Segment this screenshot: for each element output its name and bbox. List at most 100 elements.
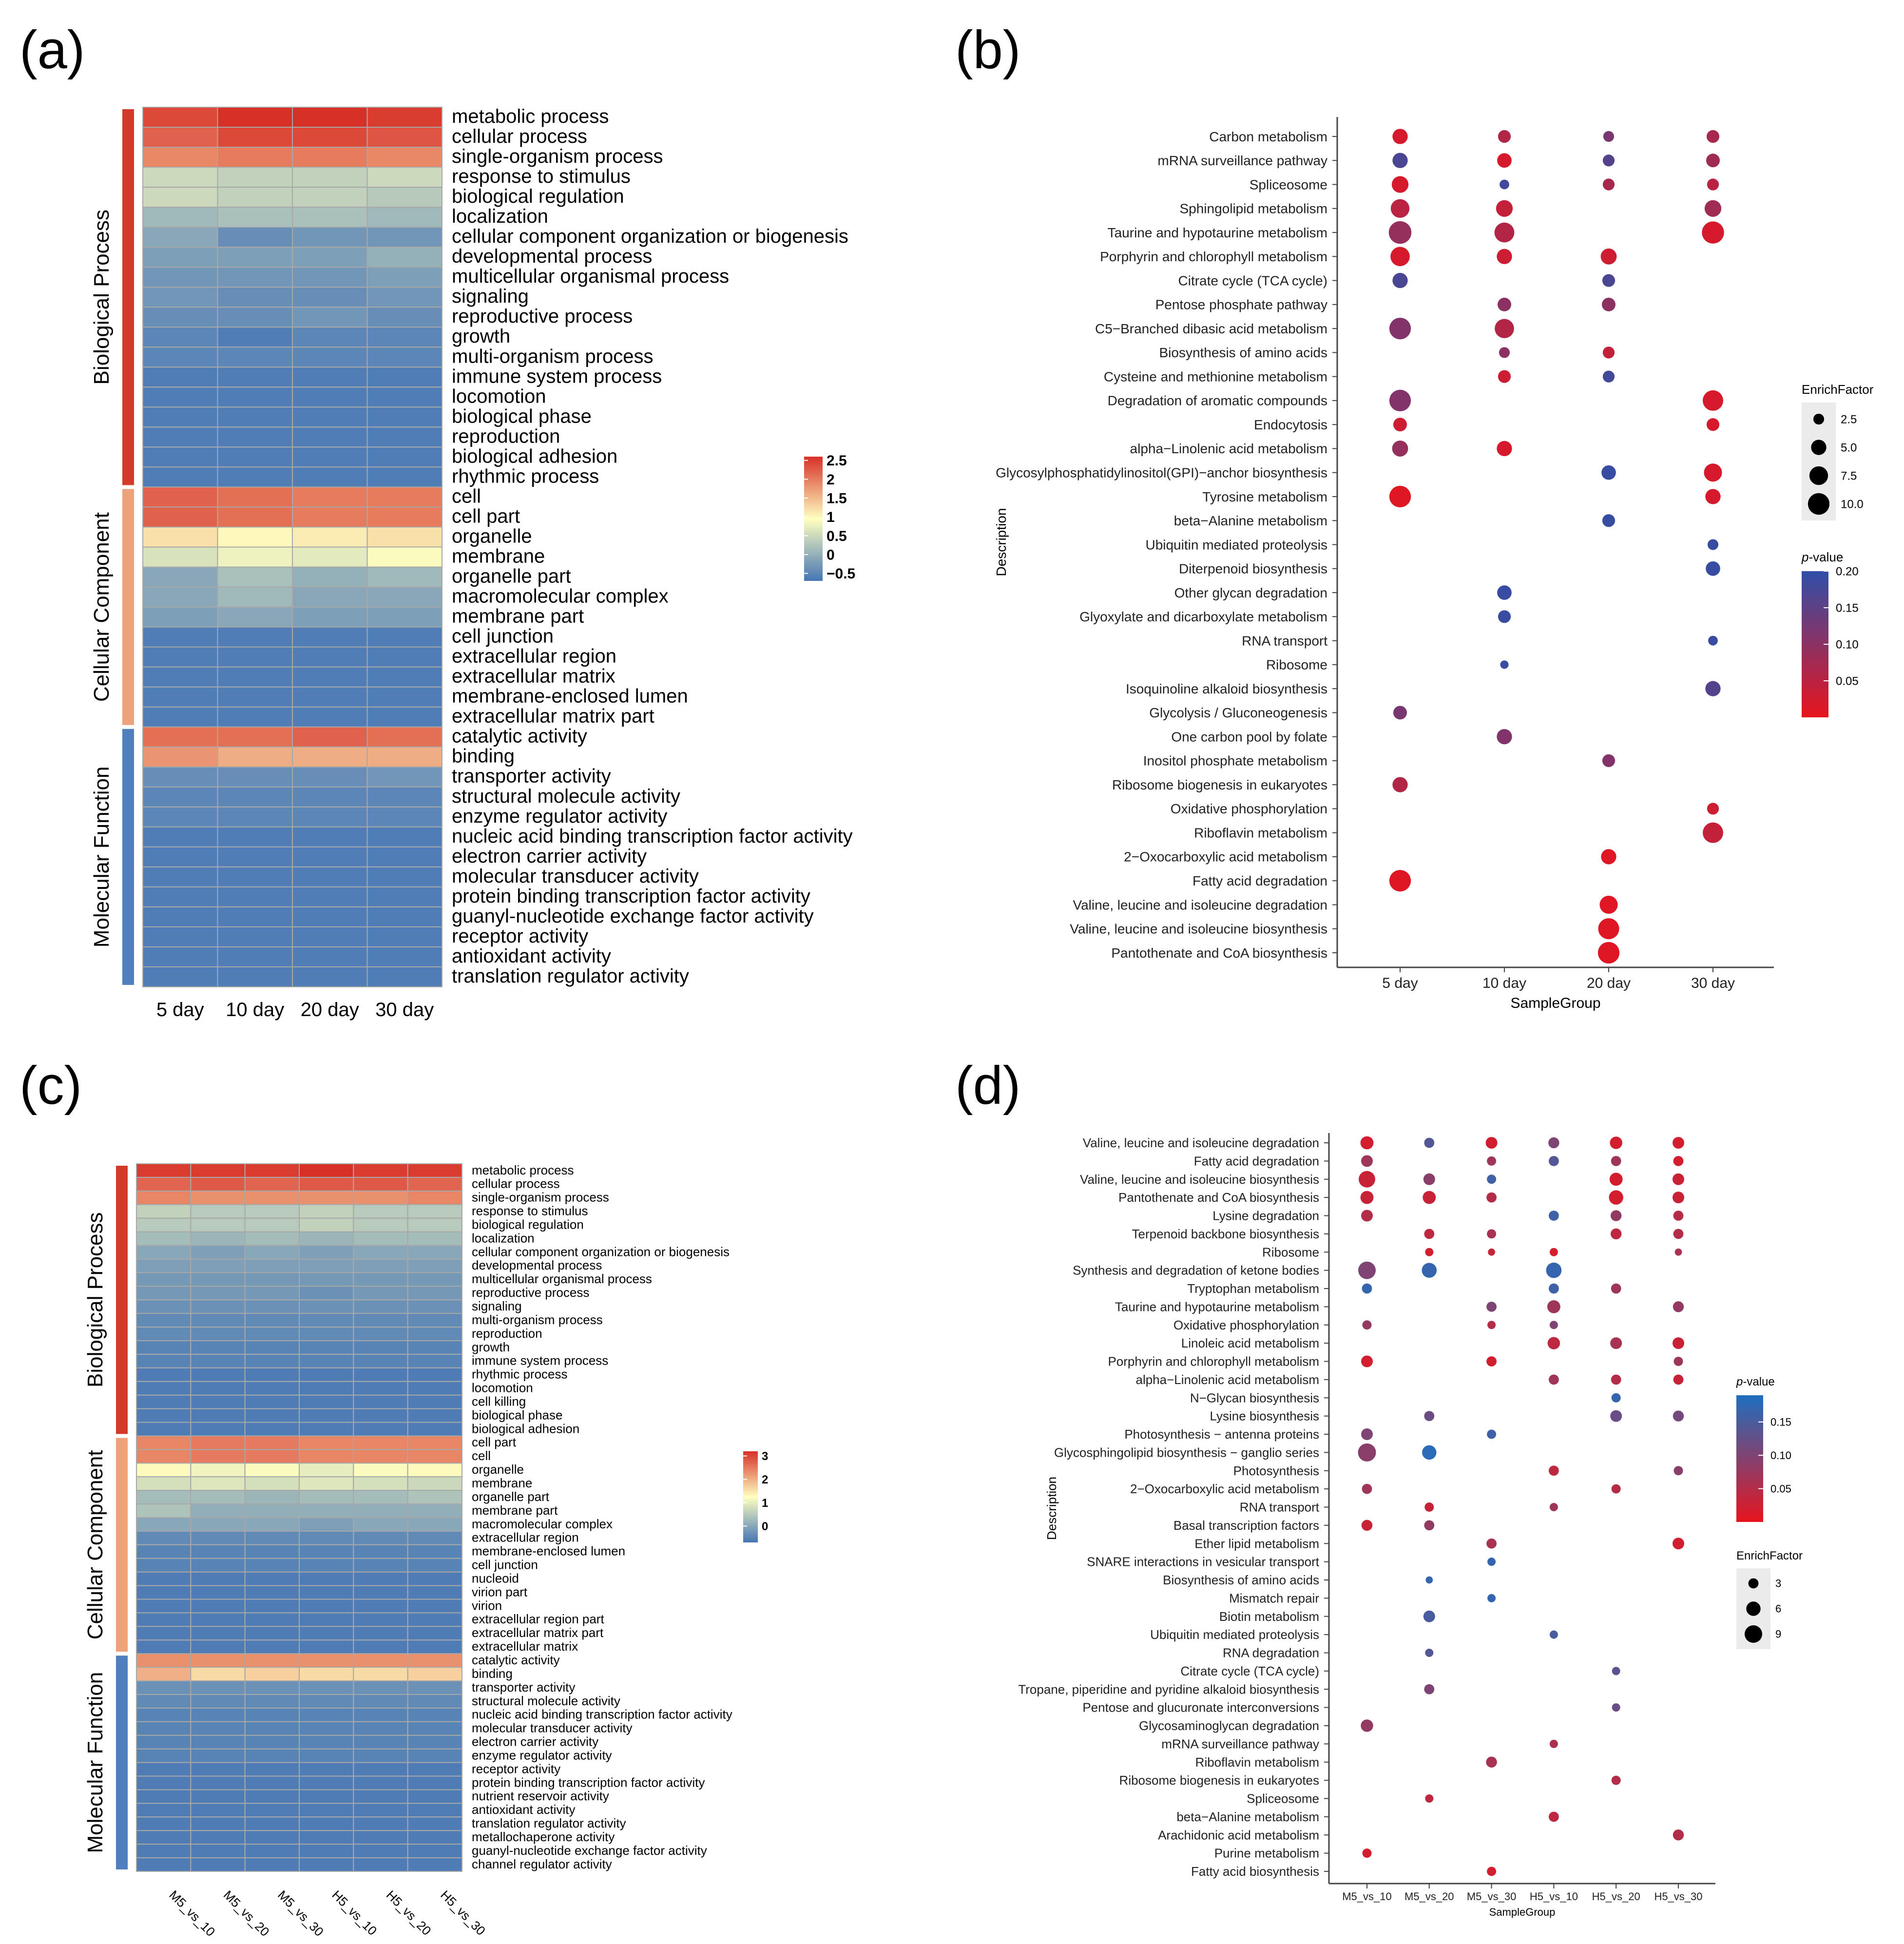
heatmap-cell xyxy=(244,1258,300,1273)
heatmap-cell xyxy=(407,1734,463,1750)
row-label: macromolecular complex xyxy=(452,586,669,607)
heatmap-cell xyxy=(142,267,218,288)
heatmap-cell xyxy=(244,1558,300,1573)
heatmap-cell xyxy=(142,366,218,388)
data-point xyxy=(1424,1520,1435,1531)
column-label: M5_vs_30 xyxy=(275,1887,327,1939)
data-point xyxy=(1487,1229,1497,1239)
y-tick-label: Arachidonic acid metabolism xyxy=(1158,1828,1319,1842)
heatmap-cell xyxy=(244,1204,300,1219)
heatmap-cell xyxy=(299,1844,354,1859)
data-point xyxy=(1485,1137,1498,1149)
panel-label-c: (c) xyxy=(19,1056,82,1116)
row-label: membrane-enclosed lumen xyxy=(452,686,688,707)
row-label: response to stimulus xyxy=(452,166,631,187)
heatmap-cell xyxy=(366,906,442,927)
heatmap-cell xyxy=(299,1598,354,1614)
heatmap-cell xyxy=(244,1503,300,1518)
heatmap-cell xyxy=(407,1667,463,1682)
heatmap-cell xyxy=(353,1653,408,1668)
row-label: cellular component organization or bioge… xyxy=(472,1244,730,1259)
data-point xyxy=(1498,610,1511,623)
y-tick-label: Pentose phosphate pathway xyxy=(1155,297,1327,312)
heatmap-cell xyxy=(244,1544,300,1559)
data-point xyxy=(1601,849,1616,865)
heatmap-cell xyxy=(190,1176,246,1192)
data-point xyxy=(1424,1502,1434,1512)
color-scale-bar xyxy=(743,1451,758,1542)
data-point xyxy=(1497,153,1512,168)
heatmap-cell xyxy=(407,1176,463,1192)
heatmap-cell xyxy=(292,566,368,588)
heatmap-cell xyxy=(217,746,293,768)
data-point xyxy=(1498,297,1511,311)
heatmap-cell xyxy=(407,1476,463,1491)
y-tick-label: Photosynthesis xyxy=(1233,1463,1319,1478)
heatmap-cell xyxy=(299,1734,354,1750)
y-tick-label: Fatty acid biosynthesis xyxy=(1191,1864,1319,1879)
row-label: developmental process xyxy=(472,1258,602,1272)
row-label: catalytic activity xyxy=(452,726,587,747)
heatmap-cell xyxy=(292,866,368,887)
data-point xyxy=(1602,178,1615,191)
heatmap-cell xyxy=(190,1775,246,1790)
data-point xyxy=(1601,465,1616,480)
column-label: H5_vs_20 xyxy=(384,1887,434,1938)
data-point xyxy=(1549,1739,1558,1748)
heatmap-cell xyxy=(244,1422,300,1437)
heatmap-cell xyxy=(292,766,368,788)
group-annotation-bar xyxy=(122,489,134,725)
heatmap-cell xyxy=(366,766,442,788)
row-label: transporter activity xyxy=(472,1680,575,1694)
heatmap-cell xyxy=(244,1176,300,1192)
heatmap-cell xyxy=(217,147,293,168)
data-point xyxy=(1389,485,1411,508)
heatmap-cell xyxy=(136,1571,192,1586)
heatmap-cell xyxy=(407,1571,463,1586)
data-point xyxy=(1497,585,1512,600)
data-point xyxy=(1423,1191,1436,1204)
heatmap-cell xyxy=(142,786,218,808)
data-point xyxy=(1424,1684,1435,1694)
y-tick-label: Taurine and hypotaurine metabolism xyxy=(1108,225,1327,240)
heatmap-cell xyxy=(292,307,368,328)
y-tick-label: Glycolysis / Gluconeogenesis xyxy=(1149,705,1327,720)
heatmap-cell xyxy=(190,1694,246,1709)
heatmap-cell xyxy=(190,1490,246,1505)
heatmap-cell xyxy=(407,1694,463,1709)
heatmap-cell xyxy=(190,1449,246,1464)
heatmap-cell xyxy=(190,1844,246,1859)
heatmap-cell xyxy=(353,1272,408,1287)
heatmap-cell xyxy=(353,1721,408,1736)
heatmap-cell xyxy=(353,1789,408,1804)
heatmap-cell xyxy=(190,1734,246,1750)
data-point xyxy=(1487,1429,1497,1439)
heatmap-cell xyxy=(299,1163,354,1178)
row-label: antioxidant activity xyxy=(472,1802,575,1817)
heatmap-cell xyxy=(136,1694,192,1709)
size-legend-title: EnrichFactor xyxy=(1736,1549,1803,1562)
size-legend-dot xyxy=(1746,1601,1761,1616)
data-point xyxy=(1602,274,1616,287)
data-point xyxy=(1496,200,1513,217)
y-tick-label: Lysine biosynthesis xyxy=(1210,1409,1320,1424)
row-label: extracellular matrix part xyxy=(452,706,654,727)
heatmap-cell xyxy=(292,486,368,508)
row-label: biological regulation xyxy=(452,186,624,207)
y-tick-label: Valine, leucine and isoleucine biosynthe… xyxy=(1080,1172,1319,1187)
y-tick-label: Taurine and hypotaurine metabolism xyxy=(1115,1299,1319,1314)
heatmap-cell xyxy=(353,1530,408,1545)
data-point xyxy=(1708,635,1718,646)
heatmap-cell xyxy=(292,806,368,828)
heatmap-cell xyxy=(190,1789,246,1804)
column-label: H5_vs_10 xyxy=(329,1887,380,1938)
heatmap-cell xyxy=(366,466,442,488)
heatmap-cell xyxy=(292,127,368,148)
row-label: virion xyxy=(472,1598,502,1613)
x-axis-title: SampleGroup xyxy=(1489,1906,1556,1918)
heatmap-cell xyxy=(299,1612,354,1627)
data-point xyxy=(1673,1410,1684,1422)
heatmap-cell xyxy=(407,1517,463,1532)
row-label: membrane part xyxy=(452,606,584,627)
